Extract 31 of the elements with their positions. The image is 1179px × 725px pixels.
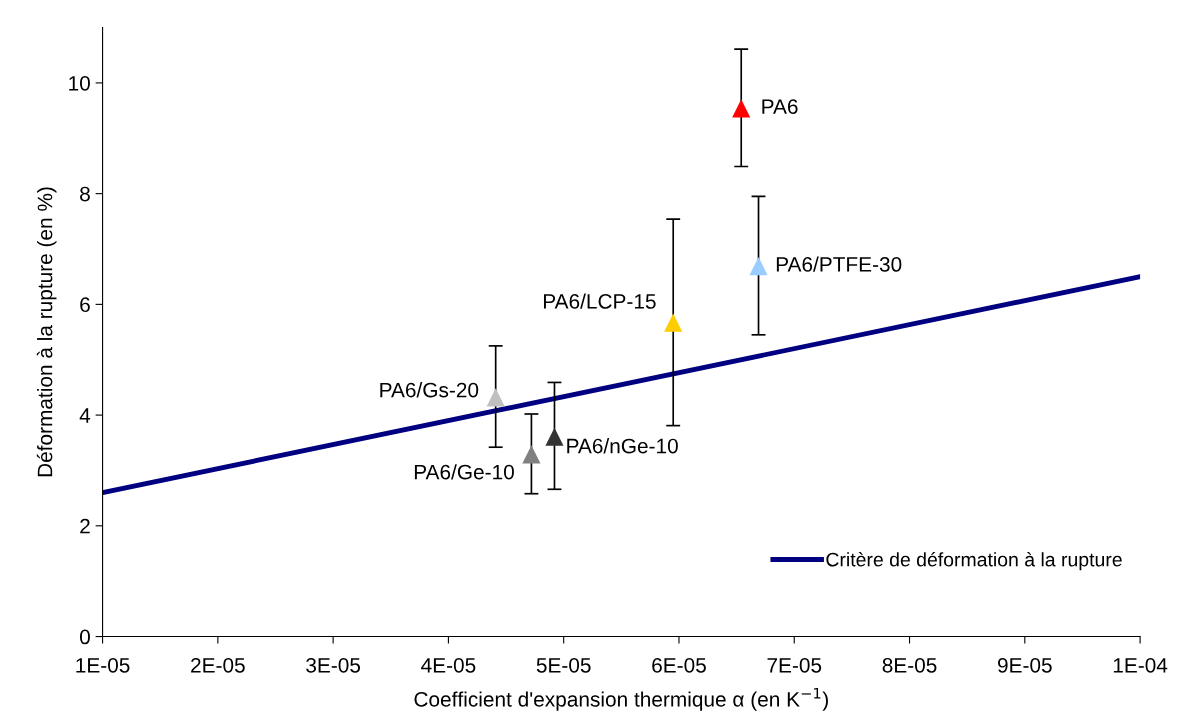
x-tick-label: 7E-05 xyxy=(767,657,822,673)
series-label: PA6/Gs-20 xyxy=(380,382,479,398)
y-tick-label: 6 xyxy=(80,297,90,313)
y-axis-title: Déformation à la rupture (en %) xyxy=(36,187,57,477)
x-axis-title: Coefficient d'expansion thermique α (en K$^{−1}$) xyxy=(414,687,828,711)
point xyxy=(749,257,768,276)
x-tick-label: 8E-05 xyxy=(882,657,937,673)
x-tick-label: 9E-05 xyxy=(997,657,1052,673)
series-label: PA6/LCP-15 xyxy=(543,293,656,309)
legend-label: Critère de déformation à la rupture xyxy=(826,551,1122,571)
y-tick-label: 8 xyxy=(80,186,90,202)
point xyxy=(664,313,683,332)
point xyxy=(545,427,564,446)
series-label: PA6/nGe-10 xyxy=(567,438,678,454)
x-tick-label: 6E-05 xyxy=(652,657,706,673)
point xyxy=(732,99,751,118)
x-tick-label: 1E-05 xyxy=(76,657,130,673)
y-tick-label: 0 xyxy=(80,629,90,645)
x-tick-label: 2E-05 xyxy=(191,657,245,673)
series-label: PA6/Ge-10 xyxy=(414,464,514,480)
y-tick-label: 10 xyxy=(69,75,90,91)
x-tick-label: 1E-04 xyxy=(1113,657,1168,673)
y-tick-label: 4 xyxy=(79,408,91,423)
series-label: PA6 xyxy=(762,99,798,114)
y-tick-label: 2 xyxy=(80,518,90,534)
point xyxy=(522,445,541,464)
x-tick-label: 4E-05 xyxy=(421,657,476,673)
point xyxy=(486,388,505,407)
x-tick-label: 5E-05 xyxy=(536,657,591,673)
series-label: PA6/PTFE-30 xyxy=(776,256,902,272)
x-tick-label: 3E-05 xyxy=(306,657,361,673)
